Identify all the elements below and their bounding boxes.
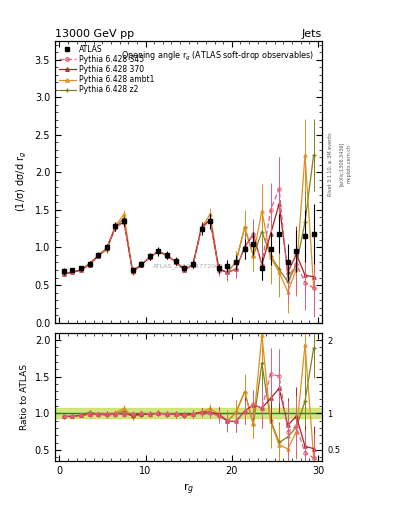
Y-axis label: (1/σ) dσ/d r$_g$: (1/σ) dσ/d r$_g$ <box>15 151 29 212</box>
Text: Rivet 3.1.10, ≥ 3M events: Rivet 3.1.10, ≥ 3M events <box>328 132 333 196</box>
Text: 13000 GeV pp: 13000 GeV pp <box>55 29 134 39</box>
X-axis label: r$_g$: r$_g$ <box>183 481 194 497</box>
Text: [arXiv:1306.3436]: [arXiv:1306.3436] <box>339 142 344 186</box>
Text: ATLAS_2019_I1772062: ATLAS_2019_I1772062 <box>153 263 224 269</box>
Bar <box>55 408 322 418</box>
Text: mcplots.cern.ch: mcplots.cern.ch <box>347 144 352 183</box>
Text: Opening angle r$_g$ (ATLAS soft-drop observables): Opening angle r$_g$ (ATLAS soft-drop obs… <box>121 50 314 62</box>
Y-axis label: Ratio to ATLAS: Ratio to ATLAS <box>20 364 29 430</box>
Legend: ATLAS, Pythia 6.428 345, Pythia 6.428 370, Pythia 6.428 ambt1, Pythia 6.428 z2: ATLAS, Pythia 6.428 345, Pythia 6.428 37… <box>57 43 156 96</box>
Text: Jets: Jets <box>302 29 322 39</box>
